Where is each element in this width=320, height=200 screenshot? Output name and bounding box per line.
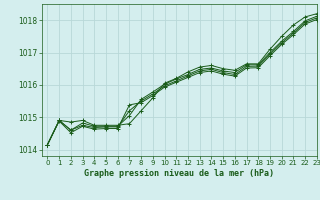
X-axis label: Graphe pression niveau de la mer (hPa): Graphe pression niveau de la mer (hPa) xyxy=(84,169,274,178)
